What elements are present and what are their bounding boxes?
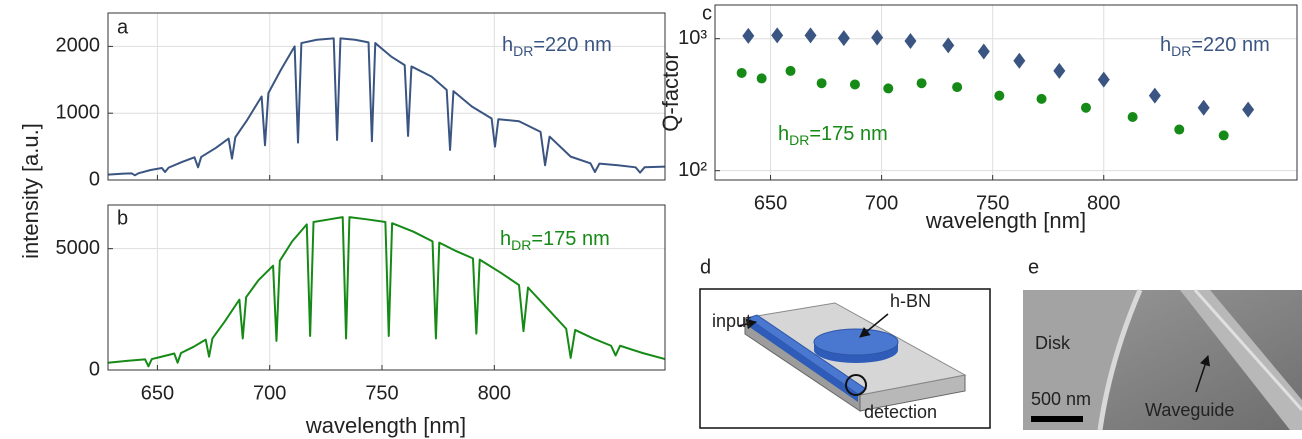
- annotation-sub: DR: [511, 237, 531, 253]
- annotation-rest: =175 nm: [809, 123, 887, 145]
- panel-letter: d: [700, 256, 711, 278]
- diamond-marker: [1013, 52, 1026, 69]
- plot-frame: [107, 204, 666, 371]
- annotation-sub: DR: [1171, 43, 1191, 59]
- annotation: hDR=220 nm: [1160, 34, 1270, 58]
- diamond-marker: [1097, 71, 1110, 88]
- diamond-marker: [837, 30, 850, 47]
- circle-marker: [849, 79, 860, 90]
- circle-marker: [916, 78, 927, 89]
- x-tick-label: 800: [1087, 192, 1120, 214]
- annotation-sub: DR: [789, 132, 809, 148]
- annotation: hDR=175 nm: [500, 228, 610, 252]
- output-circle: [845, 374, 867, 396]
- label: Disk: [1035, 333, 1071, 353]
- sem-image: Disk 500 nm Waveguide: [1023, 289, 1302, 431]
- panel-letter: a: [117, 16, 129, 38]
- label: 500 nm: [1031, 389, 1091, 409]
- scale-bar: [1031, 416, 1083, 422]
- annotation-sub: DR: [513, 43, 533, 59]
- diamond-marker: [804, 27, 817, 44]
- annotation-rest: =220 nm: [1191, 34, 1269, 56]
- x-tick-label: 650: [141, 382, 174, 404]
- annotation-main: h: [1160, 34, 1171, 56]
- disk-region: [1023, 290, 1140, 430]
- circle-marker: [1036, 93, 1047, 104]
- annotation: hDR=220 nm: [502, 34, 612, 58]
- disk-edge: [1097, 289, 1143, 431]
- diamond-marker: [1242, 101, 1255, 118]
- diamond-marker: [742, 27, 755, 44]
- circle-marker: [883, 83, 894, 94]
- diamond-marker: [904, 33, 917, 50]
- x-tick-label: 700: [253, 382, 286, 404]
- x-tick-label: 750: [365, 382, 398, 404]
- circle-marker: [756, 73, 767, 84]
- diamond-marker: [977, 43, 990, 60]
- diamond-marker: [942, 37, 955, 54]
- annotation-rest: =220 nm: [533, 34, 611, 56]
- x-tick-label: 750: [976, 192, 1009, 214]
- circle-marker: [952, 82, 963, 93]
- label: input: [712, 311, 751, 331]
- circle-marker: [736, 67, 747, 78]
- diamond-marker: [1197, 99, 1210, 116]
- circle-marker: [1080, 102, 1091, 113]
- y-tick-label: 0: [89, 358, 100, 380]
- panel-letter: c: [702, 2, 712, 24]
- annotation: hDR=175 nm: [778, 123, 888, 147]
- label: detection: [864, 402, 937, 422]
- waveguide-side: [748, 318, 858, 402]
- circle-marker: [994, 90, 1005, 101]
- x-tick-label: 700: [865, 192, 898, 214]
- annotation-rest: =175 nm: [531, 228, 609, 250]
- label: h-BN: [890, 291, 931, 311]
- diamond-marker: [1053, 62, 1066, 79]
- annotation-main: h: [778, 123, 789, 145]
- device-diagram: input h-BN detection: [699, 288, 991, 429]
- plot-frame: [714, 4, 1298, 181]
- plot-area: [715, 5, 1297, 180]
- diamond-marker: [871, 29, 884, 46]
- y-tick-label: 1000: [56, 101, 101, 123]
- y-tick-label: 5000: [56, 237, 101, 259]
- panel-letter: b: [117, 207, 128, 229]
- arrow: [1195, 355, 1210, 393]
- circle-marker: [1127, 112, 1138, 123]
- annotation-main: h: [500, 228, 511, 250]
- x-tick-label: 650: [754, 192, 787, 214]
- label: Waveguide: [1145, 400, 1234, 420]
- circle-marker: [1174, 124, 1185, 135]
- spectrum-line: [107, 37, 666, 177]
- ridge-highlight: [1193, 289, 1302, 411]
- plot-frame: [107, 12, 666, 181]
- y-tick-label: 10²: [678, 159, 707, 181]
- diamond-marker: [771, 27, 784, 44]
- x-tick-label: 800: [478, 382, 511, 404]
- diamond-marker: [1148, 87, 1161, 104]
- panel-letter: e: [1028, 256, 1039, 278]
- circle-marker: [1218, 130, 1229, 141]
- spectrum-line: [107, 216, 666, 368]
- disk: [813, 328, 899, 356]
- x-axis-label: wavelength [nm]: [305, 413, 466, 438]
- annotation-main: h: [502, 34, 513, 56]
- circle-marker: [816, 78, 827, 89]
- y-tick-label: 10³: [678, 27, 707, 49]
- arrow: [859, 313, 889, 338]
- plot-area: [108, 13, 665, 180]
- arrow: [737, 318, 758, 330]
- waveguide-ridge: [1180, 290, 1302, 430]
- y-axis-label: intensity [a.u.]: [18, 123, 43, 259]
- circle-marker: [785, 65, 796, 76]
- y-tick-label: 2000: [56, 35, 101, 57]
- y-axis-label: Q-factor: [658, 52, 683, 131]
- y-tick-label: 0: [89, 168, 100, 190]
- x-axis-label: wavelength [nm]: [925, 208, 1086, 233]
